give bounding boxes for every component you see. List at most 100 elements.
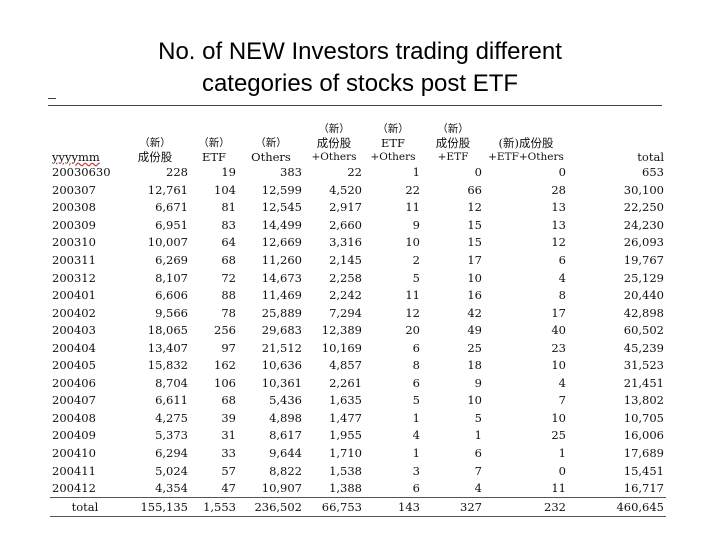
cell-constituent-others: 1,388 bbox=[329, 481, 362, 496]
cell-etf-others: 1 bbox=[412, 165, 420, 180]
cell-constituent: 4,354 bbox=[155, 481, 188, 496]
cell-total: 21,451 bbox=[623, 375, 664, 390]
cell-etf-others: 6 bbox=[412, 375, 420, 390]
table-row: 200407 6,611 68 5,436 1,635 5 10 7 13,802 bbox=[50, 392, 666, 410]
cell-all-three: 40 bbox=[551, 323, 566, 338]
cell-constituent-etf: 66 bbox=[467, 182, 482, 197]
cell-all-three: 13 bbox=[551, 217, 566, 232]
cell-total: 31,523 bbox=[623, 358, 664, 373]
table-row: 200307 12,761 104 12,599 4,520 22 66 28 30,100 bbox=[50, 182, 666, 200]
cell-etf-others: 11 bbox=[405, 288, 420, 303]
cell-etf: 72 bbox=[221, 270, 236, 285]
cell-total: 20,440 bbox=[623, 288, 664, 303]
cell-constituent: 6,294 bbox=[155, 446, 188, 461]
cell-constituent: 155,135 bbox=[120, 497, 190, 517]
cell-others: 10,361 bbox=[261, 375, 302, 390]
cell-etf-others: 5 bbox=[412, 270, 420, 285]
header-cell-yyyymm: yyyymm bbox=[52, 150, 100, 164]
cell-others: 14,499 bbox=[261, 217, 302, 232]
cell-total: 25,129 bbox=[623, 270, 664, 285]
cell-etf-others: 4 bbox=[412, 428, 420, 443]
cell-others: 29,683 bbox=[261, 323, 302, 338]
cell-constituent-others: 12,389 bbox=[321, 323, 362, 338]
cell-etf: 104 bbox=[214, 182, 236, 197]
table-row: 200409 5,373 31 8,617 1,955 4 1 25 16,006 bbox=[50, 427, 666, 445]
cell-constituent: 10,007 bbox=[147, 235, 188, 250]
cell-others: 11,469 bbox=[261, 288, 302, 303]
cell-etf-others: 11 bbox=[405, 200, 420, 215]
cell-etf-others: 1 bbox=[412, 446, 420, 461]
cell-yyyymm: 200312 bbox=[52, 270, 96, 285]
cell-etf-others: 10 bbox=[405, 235, 420, 250]
cell-others: 12,545 bbox=[261, 200, 302, 215]
cell-constituent: 9,566 bbox=[155, 305, 188, 320]
cell-etf-others: 143 bbox=[364, 497, 422, 517]
cell-constituent-others: 2,258 bbox=[329, 270, 362, 285]
table-row: 20030630 228 19 383 22 1 0 0 653 bbox=[50, 164, 666, 182]
cell-total: 19,767 bbox=[623, 253, 664, 267]
cell-yyyymm: 200402 bbox=[52, 305, 96, 320]
header-cell-constituent: （新） 成份股 bbox=[137, 137, 173, 164]
cell-constituent: 13,407 bbox=[147, 340, 188, 355]
cell-constituent-others: 1,477 bbox=[329, 410, 362, 425]
cell-etf: 19 bbox=[221, 165, 236, 180]
cell-total: 22,250 bbox=[623, 200, 664, 215]
cell-constituent-etf: 12 bbox=[467, 200, 482, 215]
header-cell-etf-others: （新） ETF +Others bbox=[370, 123, 416, 163]
cell-yyyymm: 200403 bbox=[52, 323, 96, 338]
cell-constituent-others: 2,145 bbox=[329, 253, 362, 267]
cell-others: 9,644 bbox=[269, 446, 302, 461]
cell-constituent-others: 22 bbox=[347, 165, 362, 180]
investors-table: yyyymm （新） 成份股 （新） ETF （新） Others （新） 成份股 +Ot… bbox=[50, 112, 666, 517]
cell-constituent-etf: 7 bbox=[474, 463, 482, 478]
cell-others: 11,260 bbox=[261, 253, 302, 267]
cell-constituent-others: 1,538 bbox=[329, 463, 362, 478]
cell-others: 236,502 bbox=[238, 497, 304, 517]
cell-total: 24,230 bbox=[623, 217, 664, 232]
table-body: 20030630 228 19 383 22 1 0 0 653 200307 12,761 104 1… bbox=[50, 164, 666, 517]
cell-etf: 68 bbox=[221, 253, 236, 267]
cell-constituent-etf: 10 bbox=[467, 393, 482, 408]
cell-etf: 47 bbox=[221, 481, 236, 496]
cell-constituent-etf: 17 bbox=[467, 253, 482, 267]
cell-yyyymm: 200408 bbox=[52, 410, 96, 425]
cell-yyyymm: 200412 bbox=[52, 481, 96, 496]
cell-constituent-others: 3,316 bbox=[329, 235, 362, 250]
header-cell-others: （新） Others bbox=[251, 137, 291, 164]
cell-all-three: 0 bbox=[558, 463, 566, 478]
cell-constituent-etf: 327 bbox=[422, 497, 484, 517]
header-cell-constituent-etf: （新） 成份股 +ETF bbox=[435, 123, 471, 163]
table-row: 200309 6,951 83 14,499 2,660 9 15 13 24,230 bbox=[50, 217, 666, 235]
cell-constituent: 6,671 bbox=[155, 200, 188, 215]
cell-constituent: 15,832 bbox=[147, 358, 188, 373]
cell-constituent: 8,107 bbox=[155, 270, 188, 285]
cell-all-three: 10 bbox=[551, 410, 566, 425]
cell-total: 653 bbox=[642, 165, 664, 180]
cell-all-three: 28 bbox=[551, 182, 566, 197]
cell-all-three: 23 bbox=[551, 340, 566, 355]
cell-total: 30,100 bbox=[623, 182, 664, 197]
cell-etf: 39 bbox=[221, 410, 236, 425]
table-row: 200308 6,671 81 12,545 2,917 11 12 13 22,250 bbox=[50, 199, 666, 217]
cell-constituent-etf: 0 bbox=[474, 165, 482, 180]
cell-others: 5,436 bbox=[269, 393, 302, 408]
cell-yyyymm: 200310 bbox=[52, 235, 96, 250]
cell-etf: 81 bbox=[221, 200, 236, 215]
cell-constituent-etf: 9 bbox=[474, 375, 482, 390]
cell-total: 15,451 bbox=[623, 463, 664, 478]
cell-constituent: 8,704 bbox=[155, 375, 188, 390]
cell-total: 42,898 bbox=[623, 305, 664, 320]
cell-yyyymm: total bbox=[50, 497, 120, 517]
cell-etf-others: 2 bbox=[412, 253, 420, 267]
cell-constituent: 6,951 bbox=[155, 217, 188, 232]
cell-yyyymm: 200405 bbox=[52, 358, 96, 373]
cell-constituent: 18,065 bbox=[147, 323, 188, 338]
cell-etf: 83 bbox=[221, 217, 236, 232]
cell-yyyymm: 200307 bbox=[52, 182, 96, 197]
cell-others: 21,512 bbox=[261, 340, 302, 355]
cell-constituent: 6,606 bbox=[155, 288, 188, 303]
cell-total: 13,802 bbox=[623, 393, 664, 408]
cell-etf-others: 6 bbox=[412, 481, 420, 496]
cell-others: 4,898 bbox=[269, 410, 302, 425]
header-cell-all-three: (新)成份股 +ETF+Others bbox=[488, 136, 564, 163]
